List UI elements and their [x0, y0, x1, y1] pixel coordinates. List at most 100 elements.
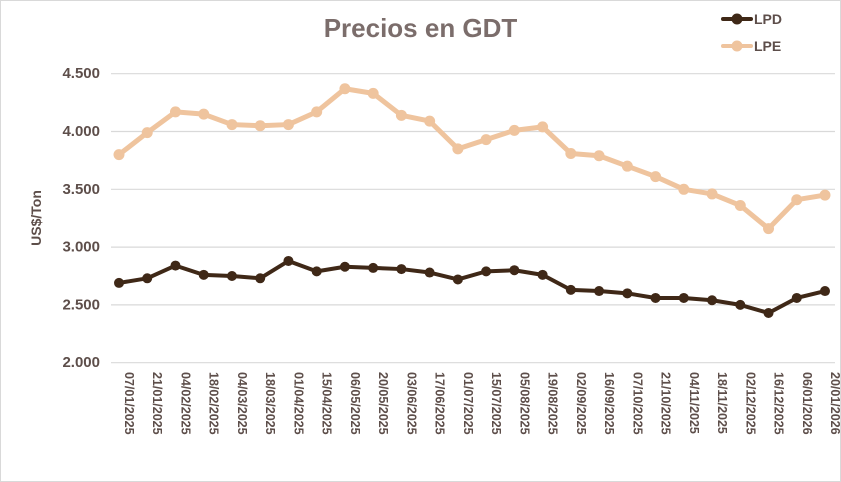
lpe-line-marker-icon: [721, 40, 753, 52]
y-axis-title: US$/Ton: [28, 190, 44, 246]
y-tick-label: 2.000: [62, 354, 100, 371]
data-point-lpe: [311, 106, 323, 118]
data-point-lpd: [396, 264, 407, 275]
legend-item-lpe[interactable]: LPE: [721, 38, 782, 54]
data-point-lpd: [565, 284, 576, 295]
data-point-lpd: [170, 260, 181, 271]
data-point-lpd: [678, 292, 689, 303]
data-point-lpe: [198, 108, 210, 120]
data-point-lpd: [594, 286, 605, 297]
data-point-lpe: [367, 87, 379, 99]
data-point-lpd: [791, 292, 802, 303]
x-tick-label: 01/04/2025: [291, 372, 305, 435]
data-point-lpd: [452, 274, 463, 285]
data-point-lpd: [142, 273, 153, 284]
x-tick-label: 15/04/2025: [320, 372, 334, 435]
data-point-lpe: [593, 150, 605, 162]
chart-title: Precios en GDT: [323, 13, 518, 43]
data-point-lpe: [678, 183, 690, 195]
x-tick-label: 07/10/2025: [630, 372, 644, 435]
data-point-lpd: [622, 288, 633, 299]
x-tick-label: 16/09/2025: [602, 372, 616, 435]
data-point-lpd: [311, 266, 322, 277]
x-tick-label: 01/07/2025: [461, 372, 475, 435]
data-point-lpe: [650, 171, 662, 183]
data-point-lpe: [508, 124, 520, 136]
data-point-lpd: [198, 269, 209, 280]
data-point-lpe: [395, 109, 407, 121]
data-point-lpe: [424, 115, 436, 127]
data-point-lpe: [169, 106, 181, 118]
y-tick-label: 4.000: [62, 123, 100, 140]
lpe-dot-icon: [731, 40, 743, 52]
data-point-lpe: [763, 223, 775, 235]
x-tick-label: 03/06/2025: [404, 372, 418, 435]
legend-label-lpe: LPE: [754, 38, 782, 54]
x-tick-label: 18/02/2025: [207, 372, 221, 435]
data-point-lpd: [481, 266, 492, 277]
data-point-lpe: [791, 194, 803, 206]
x-tick-label: 04/02/2025: [178, 372, 192, 435]
x-tick-label: 21/10/2025: [659, 372, 673, 435]
legend-item-lpd[interactable]: LPD: [721, 11, 782, 27]
data-point-lpe: [734, 199, 746, 211]
data-point-lpd: [114, 277, 124, 288]
data-point-lpe: [254, 120, 266, 132]
data-point-lpd: [509, 265, 520, 276]
series-line-lpe: [116, 86, 828, 232]
data-point-lpd: [255, 273, 266, 284]
x-tick-label: 18/11/2025: [715, 372, 729, 434]
data-point-lpd: [763, 307, 774, 318]
x-tick-label: 20/01/2026: [828, 372, 841, 435]
x-tick-label: 06/05/2025: [348, 372, 362, 435]
data-point-lpd: [368, 262, 379, 273]
legend-label-lpd: LPD: [754, 11, 782, 27]
x-tick-label: 04/11/2025: [687, 372, 701, 434]
data-point-lpe: [282, 119, 294, 131]
data-point-lpd: [283, 255, 294, 266]
data-point-lpe: [480, 134, 492, 146]
data-point-lpe: [339, 83, 351, 95]
data-point-lpe: [141, 127, 153, 139]
data-point-lpe: [113, 149, 125, 161]
series-layer: [113, 83, 831, 318]
x-tick-label: 21/01/2025: [150, 372, 164, 435]
y-tick-label: 4.500: [62, 65, 100, 82]
data-point-lpd: [339, 261, 350, 272]
data-point-lpd: [707, 295, 718, 306]
y-tick-label: 3.000: [62, 239, 100, 256]
y-tick-label: 3.500: [62, 181, 100, 198]
lpd-line-marker-icon: [721, 13, 753, 25]
data-point-lpd: [820, 286, 830, 297]
legend: LPD LPE: [721, 11, 782, 54]
data-point-lpd: [226, 271, 237, 281]
data-point-lpe: [226, 119, 238, 131]
data-point-lpd: [424, 267, 435, 278]
data-point-lpd: [537, 269, 548, 280]
lpd-dot-icon: [731, 13, 743, 25]
x-tick-label: 15/07/2025: [489, 372, 503, 435]
x-tick-label: 02/12/2025: [743, 372, 757, 435]
x-tick-label: 17/06/2025: [433, 372, 447, 435]
gridlines: [111, 73, 835, 364]
x-tick-label: 20/05/2025: [376, 372, 390, 435]
data-point-lpe: [819, 189, 831, 201]
x-tick-label: 02/09/2025: [574, 372, 588, 435]
data-point-lpe: [537, 121, 549, 133]
y-axis-tick-labels: 4.500 4.000 3.500 3.000 2.500 2.000: [62, 65, 100, 371]
data-point-lpd: [650, 292, 661, 303]
x-axis-tick-labels: 07/01/2025 21/01/2025 04/02/2025 18/02/2025…: [122, 372, 841, 435]
x-tick-label: 04/03/2025: [235, 372, 249, 435]
data-point-lpe: [706, 188, 718, 200]
data-point-lpe: [621, 160, 633, 172]
x-tick-label: 16/12/2025: [772, 372, 786, 435]
x-tick-label: 19/08/2025: [546, 372, 560, 435]
data-point-lpd: [735, 299, 746, 310]
x-tick-label: 05/08/2025: [517, 372, 531, 435]
y-tick-label: 2.500: [62, 296, 100, 313]
x-tick-label: 06/01/2026: [800, 372, 814, 435]
data-point-lpe: [452, 143, 464, 155]
data-point-lpe: [565, 147, 577, 159]
